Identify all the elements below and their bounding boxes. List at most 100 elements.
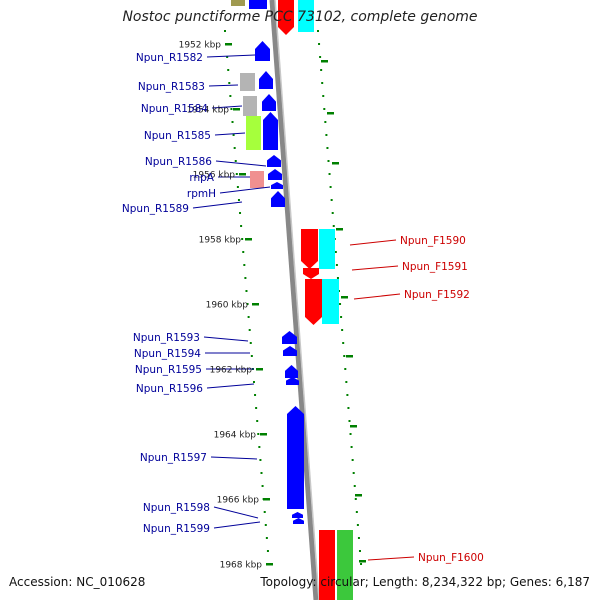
gene-npun-r1583-a <box>240 73 255 91</box>
track-dot <box>355 511 358 513</box>
track-dot <box>360 563 363 565</box>
gene-label: Npun_R1583 <box>138 81 205 93</box>
track-dot <box>325 134 328 136</box>
gene-label: rpmH <box>187 188 216 200</box>
track-dot <box>244 277 247 279</box>
track-dot <box>326 147 329 149</box>
gene-npun-r1582 <box>255 41 270 61</box>
leader-line <box>192 201 243 209</box>
gene-label: Npun_R1597 <box>140 452 207 464</box>
gene-label: Npun_R1585 <box>144 130 211 142</box>
track-dot <box>228 82 231 84</box>
scale-tick-label: 1956 kbp <box>193 171 236 181</box>
scale-tick <box>256 368 263 371</box>
track-dot <box>236 186 239 188</box>
track-dot <box>332 225 335 227</box>
gene-npun-r1583-b <box>259 71 273 89</box>
track-dot <box>345 381 348 383</box>
forward-scale-tick <box>350 425 357 428</box>
track-dot <box>341 329 344 331</box>
track-dot <box>354 498 357 500</box>
track-dot <box>263 511 266 513</box>
scale-tick <box>225 43 232 46</box>
track-dot <box>335 264 338 266</box>
scale-tick-label: 1952 kbp <box>179 41 222 51</box>
track-dot <box>319 56 322 58</box>
track-dot <box>318 43 321 45</box>
forward-scale-tick <box>355 494 362 497</box>
track-dot <box>358 550 361 552</box>
leader-line <box>210 456 258 460</box>
track-dot <box>330 199 333 201</box>
leader-line <box>367 556 415 561</box>
track-dot <box>324 121 327 123</box>
gene-npun-f1590-cyan <box>319 229 335 269</box>
gene-npun-r1597 <box>287 406 304 509</box>
track-dot <box>356 524 359 526</box>
leader-line <box>219 186 271 194</box>
top-partial-feature <box>231 0 245 6</box>
gene-label: Npun_R1594 <box>134 348 201 360</box>
track-dot <box>336 277 339 279</box>
gene-label: Npun_R1586 <box>145 156 212 168</box>
gene-npun-f1600 <box>319 530 335 600</box>
track-dot <box>340 316 343 318</box>
track-dot <box>233 147 236 149</box>
track-dot <box>256 420 259 422</box>
gene-label: Npun_R1598 <box>143 502 210 514</box>
track-dot <box>232 134 235 136</box>
leader-line <box>353 293 401 300</box>
leader-line <box>213 521 261 529</box>
forward-scale-tick <box>336 228 343 231</box>
track-dot <box>246 303 249 305</box>
top-partial-forward-cds <box>278 0 294 35</box>
track-dot <box>346 394 349 396</box>
gene-label: Npun_F1591 <box>402 261 468 273</box>
gene-label: Npun_F1600 <box>418 552 484 564</box>
track-dot <box>357 537 360 539</box>
track-dot <box>353 485 356 487</box>
scale-tick <box>263 498 270 501</box>
track-dot <box>352 472 355 474</box>
track-dot <box>347 407 350 409</box>
track-dot <box>252 381 255 383</box>
scale-tick <box>233 108 240 111</box>
gene-npun-r1584-b <box>262 94 276 111</box>
gene-label: Npun_R1599 <box>143 523 210 535</box>
accession-text: Accession: NC_010628 <box>9 575 146 589</box>
track-dot <box>264 524 267 526</box>
leader-line <box>211 105 243 109</box>
top-partial-forward-cyan <box>298 0 314 32</box>
reverse-track <box>224 30 271 565</box>
track-dot <box>257 433 260 435</box>
top-partial-cds <box>249 0 267 9</box>
gene-npun-f1592 <box>305 279 322 325</box>
leader-line <box>351 265 399 271</box>
track-dot <box>243 264 246 266</box>
gene-npun-r1595 <box>285 365 298 378</box>
track-dot <box>234 160 237 162</box>
gene-npun-r1589 <box>271 191 285 207</box>
track-dot <box>245 290 248 292</box>
scale-tick-label: 1960 kbp <box>206 301 249 311</box>
gene-npun-r1585-a <box>246 116 261 150</box>
track-dot <box>231 121 234 123</box>
leader-line <box>349 239 397 246</box>
scale-tick <box>260 433 267 436</box>
leader-line <box>208 84 239 87</box>
track-dot <box>237 199 240 201</box>
gene-npun-r1593 <box>282 331 297 344</box>
track-dot <box>317 30 319 32</box>
gene-label: Npun_R1584 <box>141 103 208 115</box>
track-dot <box>239 212 242 214</box>
track-dot <box>320 69 323 71</box>
track-dot <box>266 550 269 552</box>
track-dot <box>249 342 252 344</box>
track-dot <box>348 420 351 422</box>
track-dot <box>351 459 354 461</box>
gene-npun-r1596 <box>286 377 299 385</box>
track-dot <box>248 329 251 331</box>
leader-line <box>214 132 246 136</box>
track-dot <box>224 30 226 32</box>
